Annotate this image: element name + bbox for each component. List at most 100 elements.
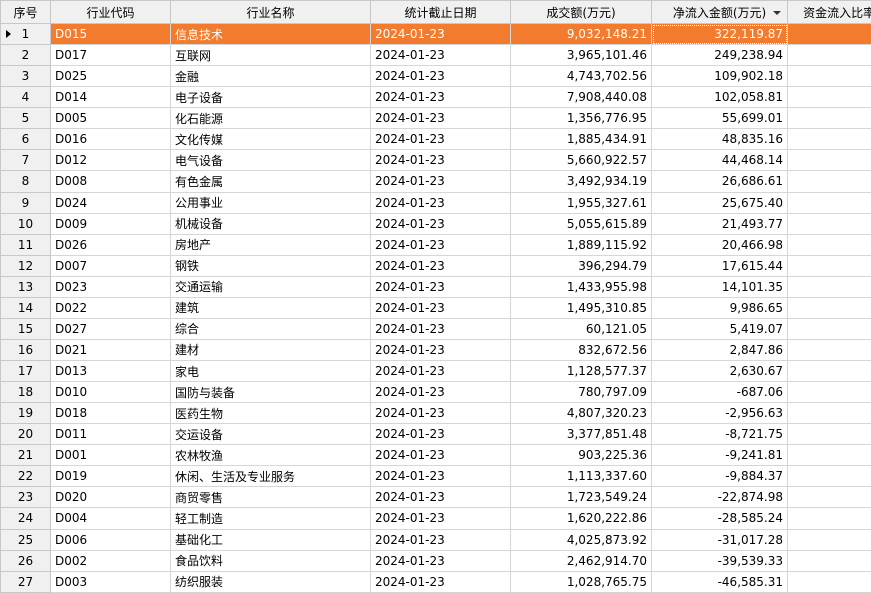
cell-net-inflow[interactable]: -31,017.28 — [651, 528, 788, 551]
table-row[interactable]: 4 D014 电子设备 2024-01-23 7,908,440.08 102,058.8… — [0, 86, 871, 109]
cell-stat-date[interactable]: 2024-01-23 — [370, 86, 511, 109]
cell-industry-code[interactable]: D002 — [50, 549, 171, 572]
column-header-net-inflow[interactable]: 净流入金额(万元) — [651, 0, 788, 24]
cell-stat-date[interactable]: 2024-01-23 — [370, 128, 511, 151]
cell-turnover[interactable]: 5,055,615.89 — [510, 212, 652, 235]
cell-net-inflow[interactable]: 249,238.94 — [651, 44, 788, 67]
cell-inflow-ratio[interactable]: 2.32 — [787, 65, 871, 88]
cell-inflow-ratio[interactable]: 4.11 — [787, 107, 871, 130]
cell-turnover[interactable]: 832,672.56 — [510, 338, 652, 362]
cell-net-inflow[interactable]: 9,986.65 — [651, 296, 788, 319]
cell-industry-name[interactable]: 交通运输 — [170, 275, 371, 298]
row-header[interactable]: 16 — [0, 338, 51, 362]
column-header-turnover[interactable]: 成交额(万元) — [510, 0, 652, 24]
cell-net-inflow[interactable]: -9,241.81 — [651, 444, 788, 467]
row-header[interactable]: 1 — [0, 22, 51, 46]
cell-industry-name[interactable]: 信息技术 — [170, 22, 371, 46]
cell-industry-name[interactable]: 有色金属 — [170, 170, 371, 193]
cell-industry-name[interactable]: 建筑 — [170, 296, 371, 319]
cell-stat-date[interactable]: 2024-01-23 — [370, 359, 511, 383]
cell-turnover[interactable]: 1,955,327.61 — [510, 191, 652, 214]
table-row[interactable]: 18 D010国防与装备2024-01-23780,797.09-687.06-0… — [0, 381, 871, 404]
cell-industry-code[interactable]: D001 — [50, 444, 171, 467]
row-header[interactable]: 6 — [0, 128, 51, 151]
cell-stat-date[interactable]: 2024-01-23 — [370, 107, 511, 130]
cell-turnover[interactable]: 1,889,115.92 — [510, 233, 652, 256]
table-row[interactable]: 22 D019 休闲、生活及专业服务 2024-01-23 1,113,337.60 -9… — [0, 465, 871, 488]
cell-stat-date[interactable]: 2024-01-23 — [370, 275, 511, 298]
cell-industry-name[interactable]: 纺织服装 — [170, 570, 371, 593]
column-header-stat-date[interactable]: 统计截止日期 — [370, 0, 511, 24]
cell-stat-date[interactable]: 2024-01-23 — [370, 402, 511, 425]
cell-industry-code[interactable]: D026 — [50, 233, 171, 256]
row-header[interactable]: 3 — [0, 65, 51, 88]
cell-turnover[interactable]: 4,807,320.23 — [510, 402, 652, 425]
cell-industry-name[interactable]: 基础化工 — [170, 528, 371, 551]
cell-inflow-ratio[interactable]: 2.59 — [787, 128, 871, 151]
cell-inflow-ratio[interactable]: 0.79 — [787, 149, 871, 172]
cell-industry-code[interactable]: D019 — [50, 465, 171, 488]
cell-stat-date[interactable]: 2024-01-23 — [370, 191, 511, 214]
cell-industry-code[interactable]: D016 — [50, 128, 171, 151]
cell-stat-date[interactable]: 2024-01-23 — [370, 212, 511, 235]
table-row[interactable]: 10 D009 机械设备 2024-01-23 5,055,615.89 21,493.7… — [0, 212, 871, 235]
cell-inflow-ratio[interactable]: 3.57 — [787, 22, 871, 46]
table-row[interactable]: 3 D025金融2024-01-234,743,702.56109,902.182… — [0, 65, 871, 88]
cell-stat-date[interactable]: 2024-01-23 — [370, 528, 511, 551]
cell-inflow-ratio[interactable]: -0.77 — [787, 528, 871, 551]
cell-turnover[interactable]: 3,492,934.19 — [510, 170, 652, 193]
cell-net-inflow[interactable]: 55,699.01 — [651, 107, 788, 130]
cell-stat-date[interactable]: 2024-01-23 — [370, 233, 511, 256]
cell-industry-code[interactable]: D023 — [50, 275, 171, 298]
cell-net-inflow[interactable]: -687.06 — [651, 381, 788, 404]
cell-turnover[interactable]: 1,113,337.60 — [510, 465, 652, 488]
cell-turnover[interactable]: 1,885,434.91 — [510, 128, 652, 151]
row-header[interactable]: 10 — [0, 212, 51, 235]
cell-net-inflow[interactable]: 2,847.86 — [651, 338, 788, 362]
cell-net-inflow[interactable]: 48,835.16 — [651, 128, 788, 151]
cell-stat-date[interactable]: 2024-01-23 — [370, 170, 511, 193]
cell-inflow-ratio[interactable]: -1.33 — [787, 486, 871, 509]
row-header[interactable]: 23 — [0, 486, 51, 509]
cell-inflow-ratio[interactable]: -1.76 — [787, 507, 871, 530]
cell-industry-name[interactable]: 公用事业 — [170, 191, 371, 214]
row-header[interactable]: 8 — [0, 170, 51, 193]
table-row[interactable]: 8 D008 有色金属 2024-01-23 3,492,934.19 26,686.61… — [0, 170, 871, 193]
cell-industry-name[interactable]: 休闲、生活及专业服务 — [170, 465, 371, 488]
cell-inflow-ratio[interactable]: 0.23 — [787, 359, 871, 383]
cell-industry-name[interactable]: 商贸零售 — [170, 486, 371, 509]
row-header[interactable]: 27 — [0, 570, 51, 593]
cell-stat-date[interactable]: 2024-01-23 — [370, 423, 511, 446]
table-row[interactable]: 21 D001农林牧渔2024-01-23903,225.36-9,241.81-… — [0, 444, 871, 467]
table-row[interactable]: 25 D006 基础化工 2024-01-23 4,025,873.92 -31,017.… — [0, 528, 871, 551]
cell-turnover[interactable]: 4,743,702.56 — [510, 65, 652, 88]
row-header[interactable]: 20 — [0, 423, 51, 446]
cell-industry-code[interactable]: D024 — [50, 191, 171, 214]
cell-inflow-ratio[interactable]: 4.45 — [787, 254, 871, 277]
cell-inflow-ratio[interactable]: -0.06 — [787, 402, 871, 425]
cell-industry-code[interactable]: D006 — [50, 528, 171, 551]
cell-industry-code[interactable]: D022 — [50, 296, 171, 319]
cell-net-inflow[interactable]: -8,721.75 — [651, 423, 788, 446]
cell-stat-date[interactable]: 2024-01-23 — [370, 507, 511, 530]
cell-inflow-ratio[interactable]: -1.02 — [787, 444, 871, 467]
table-row[interactable]: 27 D003 纺织服装 2024-01-23 1,028,765.75 -46,585.… — [0, 570, 871, 593]
cell-inflow-ratio[interactable]: -0.89 — [787, 465, 871, 488]
row-header[interactable]: 17 — [0, 359, 51, 383]
cell-net-inflow[interactable]: 26,686.61 — [651, 170, 788, 193]
row-header[interactable]: 26 — [0, 549, 51, 572]
table-row[interactable]: 17 D013家电2024-01-231,128,577.372,630.670.… — [0, 359, 871, 383]
cell-inflow-ratio[interactable]: -4.53 — [787, 570, 871, 593]
cell-inflow-ratio[interactable]: 0.34 — [787, 338, 871, 362]
table-row[interactable]: 11 D026 房地产 2024-01-23 1,889,115.92 20,466.98… — [0, 233, 871, 256]
table-row[interactable]: 7 D012 电气设备 2024-01-23 5,660,922.57 44,468.14… — [0, 149, 871, 172]
cell-net-inflow[interactable]: -46,585.31 — [651, 570, 788, 593]
cell-turnover[interactable]: 1,723,549.24 — [510, 486, 652, 509]
cell-industry-code[interactable]: D027 — [50, 317, 171, 340]
cell-industry-code[interactable]: D012 — [50, 149, 171, 172]
cell-stat-date[interactable]: 2024-01-23 — [370, 570, 511, 593]
cell-stat-date[interactable]: 2024-01-23 — [370, 549, 511, 572]
cell-industry-name[interactable]: 化石能源 — [170, 107, 371, 130]
cell-turnover[interactable]: 396,294.79 — [510, 254, 652, 277]
